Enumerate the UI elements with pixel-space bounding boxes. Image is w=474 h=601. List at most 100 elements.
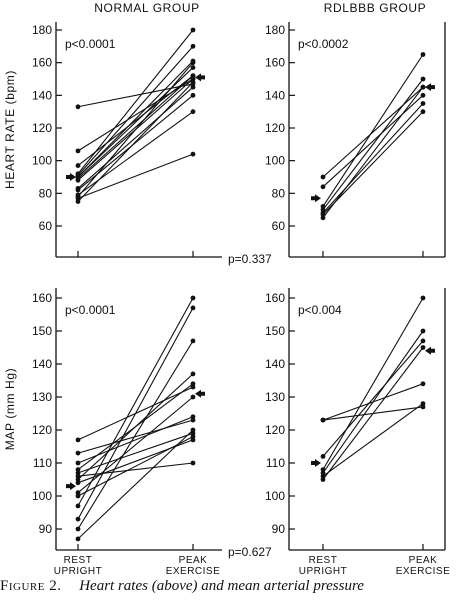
peak-point <box>190 79 196 85</box>
subject-line <box>77 429 194 540</box>
between-group-p: p=0.337 <box>228 252 272 266</box>
panel-heart-rate-normal: 60 80 100 120 140 160 180 p<0.0001 NORMAL GROUP H… <box>3 1 272 266</box>
subject-line <box>77 75 194 180</box>
subject-line <box>322 54 424 207</box>
subject-line <box>322 340 424 457</box>
subject-line <box>77 62 194 197</box>
peak-point <box>190 27 196 33</box>
y-tick-label: 100 <box>32 489 52 503</box>
peak-mean-arrow <box>425 346 435 355</box>
rest-point <box>75 460 81 466</box>
y-tick-label: 80 <box>39 186 53 200</box>
peak-mean-arrow <box>425 83 435 92</box>
rest-point <box>75 480 81 486</box>
subject-line <box>77 83 194 108</box>
peak-point <box>420 404 426 410</box>
y-tick-label: 140 <box>32 88 52 102</box>
y-tick-label: 100 <box>32 154 52 168</box>
subject-line <box>77 86 194 189</box>
y-tick-label: 110 <box>33 456 52 470</box>
x-tick-label: PEAK <box>179 555 208 566</box>
rest-point <box>75 477 81 482</box>
rest-point <box>75 187 81 193</box>
peak-point <box>420 345 426 350</box>
rest-point <box>75 493 81 499</box>
peak-point <box>190 430 196 436</box>
p-value: p<0.0001 <box>65 37 116 51</box>
y-tick-label: 150 <box>265 324 285 338</box>
y-tick-label: 120 <box>32 121 52 135</box>
subject-line <box>322 94 424 188</box>
peak-point <box>420 76 426 82</box>
y-tick-label: 160 <box>32 291 52 305</box>
x-tick-label: EXERCISE <box>166 566 221 577</box>
figure-caption: Figure 2. Heart rates (above) and mean a… <box>0 578 474 601</box>
y-tick-label: 100 <box>265 489 285 503</box>
x-tick-label: UPRIGHT <box>299 566 348 577</box>
peak-point <box>190 434 196 439</box>
subject-line <box>322 330 424 474</box>
y-axis-label: MAP (mm Hg) <box>3 368 17 450</box>
rest-point <box>320 477 326 482</box>
y-tick-label: 140 <box>265 88 285 102</box>
rest-point <box>75 467 81 472</box>
rest-point <box>75 473 81 479</box>
y-tick-label: 90 <box>39 522 53 536</box>
subject-line <box>77 436 194 497</box>
peak-point <box>420 381 426 387</box>
y-tick-label: 160 <box>265 56 285 70</box>
rest-point <box>75 177 81 183</box>
peak-point <box>190 417 196 423</box>
y-tick-label: 80 <box>272 186 286 200</box>
peak-point <box>190 371 196 377</box>
rest-point <box>320 174 326 180</box>
subject-line <box>322 86 424 219</box>
subject-line <box>77 81 194 202</box>
peak-point <box>420 401 426 406</box>
y-tick-label: 120 <box>265 423 285 437</box>
rest-point <box>75 163 81 168</box>
subject-line <box>77 432 194 474</box>
rest-point <box>75 104 81 110</box>
x-tick-label: PEAK <box>409 555 438 566</box>
panel-title: NORMAL GROUP <box>94 1 199 15</box>
x-tick-label: REST <box>309 555 338 566</box>
x-tick-label: REST <box>64 555 93 566</box>
peak-point <box>190 384 196 390</box>
peak-point <box>190 60 196 66</box>
subject-line <box>77 419 194 454</box>
subject-line <box>77 297 194 507</box>
subject-line <box>77 396 194 494</box>
y-tick-label: 130 <box>265 390 285 404</box>
peak-point <box>190 381 196 387</box>
peak-point <box>190 394 196 400</box>
peak-point <box>190 414 196 420</box>
peak-point <box>420 92 426 98</box>
rest-point <box>320 417 326 423</box>
rest-point <box>75 516 81 522</box>
subject-line <box>77 111 194 196</box>
subject-line <box>322 86 424 178</box>
peak-point <box>420 338 426 344</box>
y-tick-label: 120 <box>32 423 52 437</box>
rest-point <box>320 470 326 476</box>
peak-point <box>190 151 196 157</box>
between-group-p: p=0.627 <box>228 545 272 559</box>
y-tick-label: 90 <box>272 522 286 536</box>
peak-point <box>190 65 196 70</box>
y-tick-label: 60 <box>272 219 286 233</box>
y-tick-label: 150 <box>32 324 52 338</box>
subject-line <box>322 78 424 211</box>
p-value: p<0.0001 <box>65 303 116 317</box>
rest-point <box>320 184 326 190</box>
rest-mean-arrow <box>311 194 321 203</box>
y-tick-label: 140 <box>265 357 285 371</box>
peak-point <box>420 52 426 57</box>
rest-point <box>75 199 81 204</box>
subject-line <box>77 373 194 480</box>
peak-point <box>190 92 196 98</box>
rest-point <box>320 215 326 221</box>
x-tick-label: EXERCISE <box>396 566 451 577</box>
peak-point <box>190 437 196 443</box>
